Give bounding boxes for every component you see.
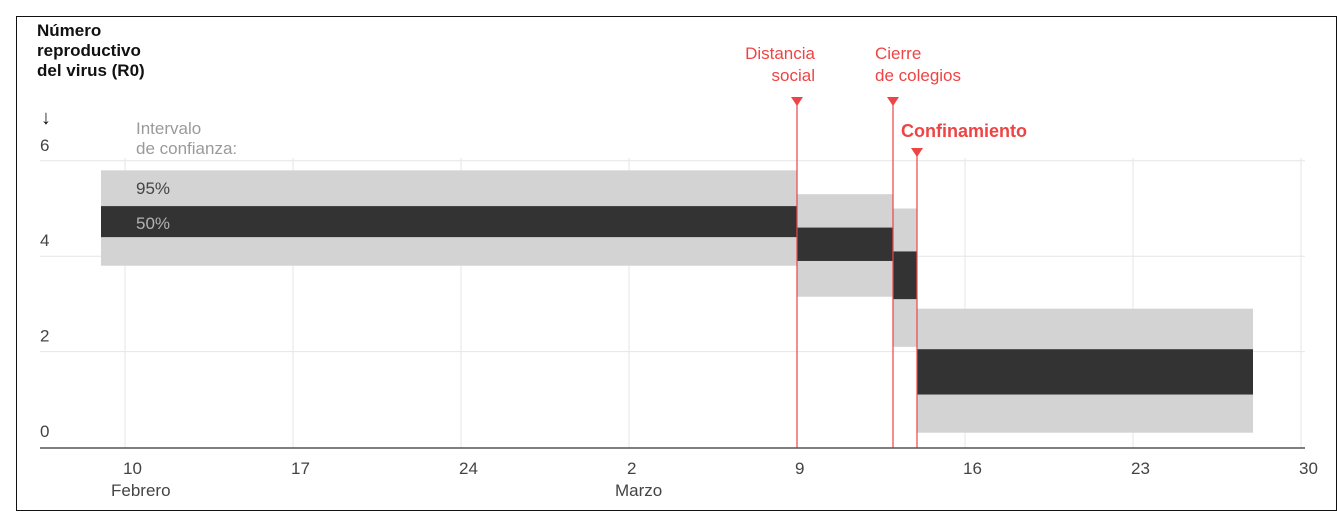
chart-title-line: Número [37, 21, 101, 40]
event-label: de colegios [875, 66, 961, 85]
event-label: Confinamiento [901, 121, 1027, 141]
legend-title: Intervalo [136, 119, 201, 138]
x-tick-label: 10 [123, 459, 142, 478]
chart-title-line: reproductivo [37, 41, 141, 60]
band-50pct [101, 206, 797, 238]
event-label: Distancia [745, 44, 815, 63]
x-tick-sublabel: Febrero [111, 481, 171, 500]
event-label: Cierre [875, 44, 921, 63]
y-tick-label: 6 [40, 136, 49, 155]
event-marker-triangle [911, 148, 923, 157]
band-50pct [917, 349, 1253, 395]
legend-title: de confianza: [136, 139, 237, 158]
down-arrow-icon: ↓ [41, 107, 51, 129]
band-50pct [797, 227, 893, 261]
y-tick-label: 4 [40, 231, 49, 250]
event-label: social [772, 66, 815, 85]
chart-title-line: del virus (R0) [37, 61, 145, 80]
y-tick-label: 0 [40, 422, 49, 441]
event-marker-triangle [887, 97, 899, 106]
x-tick-label: 30 [1299, 459, 1318, 478]
event-marker-triangle [791, 97, 803, 106]
x-tick-label: 9 [795, 459, 804, 478]
x-tick-label: 17 [291, 459, 310, 478]
y-tick-label: 2 [40, 327, 49, 346]
x-tick-label: 24 [459, 459, 478, 478]
legend-item-50: 50% [136, 214, 170, 233]
band-50pct [893, 251, 917, 300]
x-tick-label: 2 [627, 459, 636, 478]
legend-item-95: 95% [136, 179, 170, 198]
x-tick-sublabel: Marzo [615, 481, 662, 500]
x-tick-label: 23 [1131, 459, 1150, 478]
x-tick-label: 16 [963, 459, 982, 478]
